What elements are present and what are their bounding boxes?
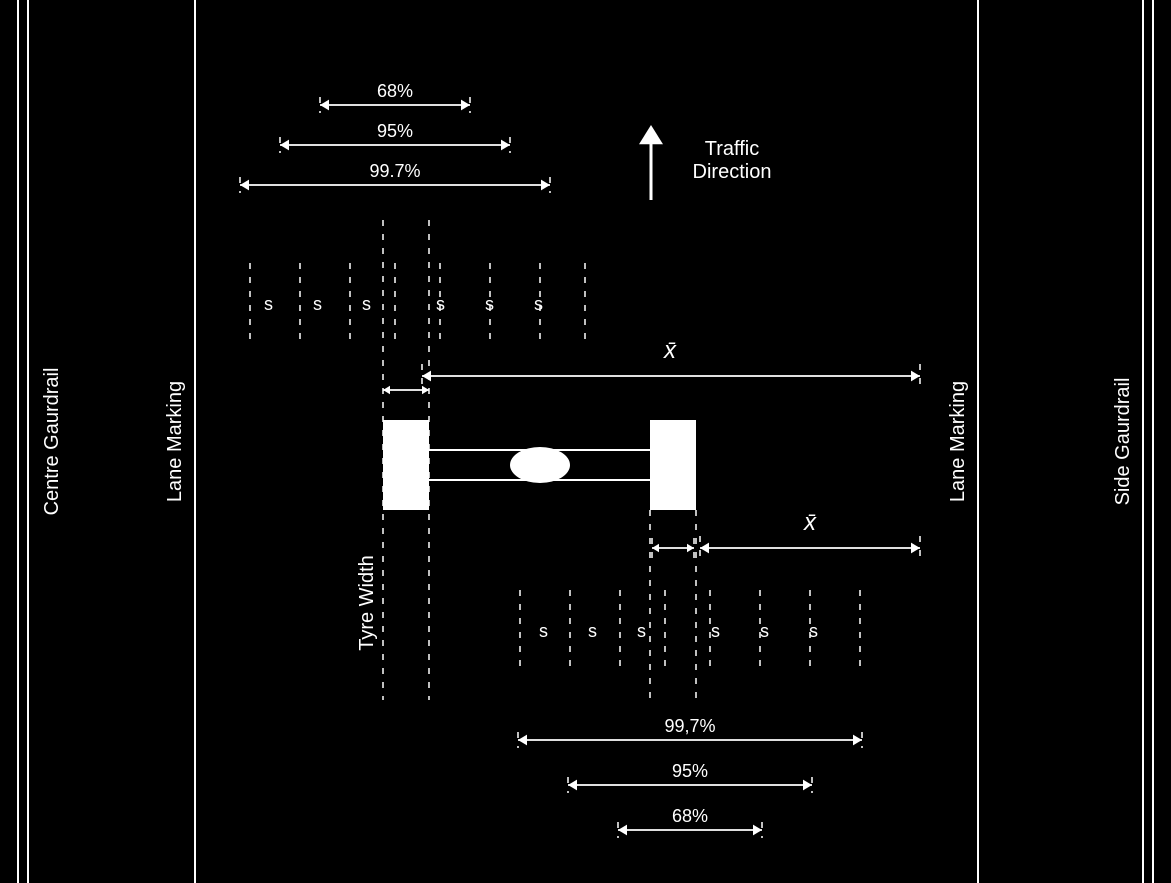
sigma-label: s (362, 294, 371, 314)
sigma-label: s (264, 294, 273, 314)
sigma-label: s (588, 621, 597, 641)
sigma-label: s (539, 621, 548, 641)
range-label: 68% (672, 806, 708, 826)
side-guardrail-label: Side Gaurdrail (1112, 378, 1134, 506)
lane-marking-right-label: Lane Marking (947, 381, 969, 502)
range-label: 95% (377, 121, 413, 141)
sigma-label: s (313, 294, 322, 314)
sigma-label: s (436, 294, 445, 314)
range-label: 99.7% (369, 161, 420, 181)
right-tyre (650, 420, 696, 510)
range-label: 95% (672, 761, 708, 781)
sigma-label: s (485, 294, 494, 314)
sigma-label: s (760, 621, 769, 641)
sigma-label: s (637, 621, 646, 641)
lane-marking-left-label: Lane Marking (164, 381, 186, 502)
range-label: 99,7% (664, 716, 715, 736)
xbar-top-label: x̄ (663, 337, 677, 364)
sigma-label: s (711, 621, 720, 641)
tyre-width-label: Tyre Width (356, 555, 378, 651)
sigma-label: s (809, 621, 818, 641)
centre-guardrail-label: Centre Gaurdrail (41, 368, 63, 516)
xbar-bot-label: x̄ (803, 509, 817, 536)
differential (510, 447, 570, 483)
sigma-label: s (534, 294, 543, 314)
left-tyre (383, 420, 429, 510)
range-label: 68% (377, 81, 413, 101)
